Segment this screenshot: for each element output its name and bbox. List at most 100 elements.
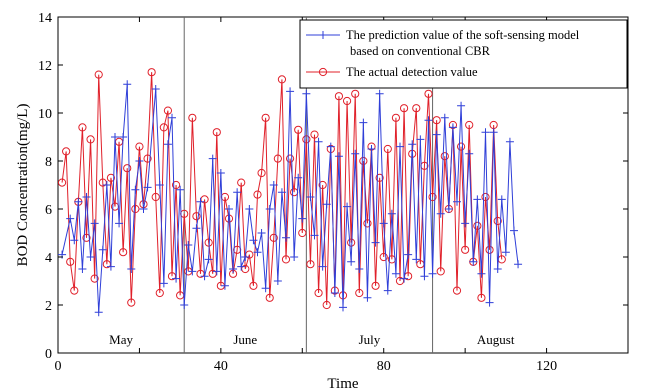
data-point-plus — [111, 133, 119, 141]
data-point-plus — [286, 87, 295, 96]
y-axis-ticks: 0 2 4 6 8 10 12 14 — [38, 11, 628, 362]
data-point-circle — [399, 104, 409, 113]
data-point-plus — [155, 181, 164, 189]
legend-label-prediction-line2: based on conventional CBR — [350, 44, 491, 58]
data-point-plus — [448, 123, 457, 132]
y-tick-label: 6 — [45, 203, 52, 218]
data-point-circle — [135, 142, 144, 151]
data-point-plus — [469, 257, 478, 266]
data-point-circle — [257, 168, 266, 178]
data-point-circle — [485, 245, 494, 254]
data-point-circle — [294, 125, 303, 134]
data-point-plus — [131, 185, 140, 194]
data-point-plus — [119, 133, 128, 141]
data-point-circle — [237, 178, 246, 187]
data-point-plus — [196, 197, 205, 206]
data-point-plus — [404, 250, 413, 259]
data-point-circle — [171, 180, 181, 190]
y-tick-label: 10 — [38, 107, 52, 122]
data-point-circle — [269, 233, 278, 242]
data-point-circle — [159, 123, 168, 132]
data-point-plus — [505, 137, 514, 146]
data-point-plus — [229, 265, 238, 273]
data-point-circle — [314, 288, 323, 298]
data-point-circle — [375, 173, 384, 182]
data-point-plus — [314, 137, 323, 146]
legend-box — [299, 19, 628, 89]
data-point-plus — [90, 219, 99, 228]
data-point-circle — [253, 190, 262, 199]
data-point-circle — [481, 192, 490, 202]
data-point-plus — [497, 195, 506, 204]
data-point-circle — [273, 154, 282, 163]
data-point-circle — [347, 238, 356, 247]
data-point-plus — [306, 193, 315, 201]
data-point-circle — [212, 128, 221, 137]
data-point-plus — [74, 197, 83, 206]
data-point-plus — [98, 245, 107, 254]
data-point-plus — [245, 205, 254, 213]
data-point-circle — [151, 192, 160, 202]
data-point-plus — [253, 248, 262, 257]
data-point-plus — [261, 284, 270, 293]
data-point-plus — [208, 154, 217, 163]
data-point-circle — [298, 228, 307, 238]
data-point-circle — [359, 156, 368, 166]
data-point-plus — [485, 298, 494, 307]
data-point-circle — [192, 212, 201, 221]
data-point-circle — [302, 135, 311, 144]
data-point-circle — [465, 120, 474, 130]
data-point-plus — [241, 253, 250, 261]
x-axis-title: Time — [327, 376, 358, 392]
data-point-plus — [200, 272, 209, 281]
data-point-circle — [461, 245, 470, 254]
data-point-plus — [143, 183, 152, 192]
data-point-plus — [212, 267, 221, 276]
data-point-circle — [473, 221, 482, 230]
data-point-plus — [493, 265, 502, 273]
data-point-plus — [282, 233, 290, 242]
data-point-plus — [294, 173, 303, 182]
data-point-circle — [90, 274, 99, 283]
data-point-plus — [489, 128, 498, 137]
data-point-plus — [204, 255, 213, 264]
data-point-circle — [143, 154, 152, 163]
data-point-plus — [310, 231, 319, 240]
data-point-plus — [302, 89, 311, 98]
x-tick-label: 120 — [536, 359, 557, 374]
y-tick-label: 14 — [38, 11, 52, 26]
data-point-plus — [334, 152, 343, 161]
data-point-circle — [477, 293, 486, 302]
data-point-circle — [387, 255, 396, 264]
data-point-plus — [359, 118, 368, 127]
data-point-circle — [147, 68, 156, 77]
data-point-circle — [281, 255, 291, 264]
data-point-plus — [367, 145, 376, 153]
data-point-circle — [127, 298, 136, 307]
month-labels: May June July August — [109, 332, 515, 347]
data-point-circle — [440, 152, 449, 161]
data-point-plus — [440, 113, 449, 122]
data-point-plus — [477, 269, 486, 278]
y-tick-label: 8 — [45, 155, 52, 170]
data-point-circle — [57, 178, 67, 187]
month-label: July — [359, 332, 381, 347]
data-point-plus — [123, 80, 132, 89]
x-tick-label: 0 — [55, 359, 62, 374]
data-point-circle — [106, 173, 116, 182]
y-tick-label: 2 — [45, 299, 52, 314]
data-point-plus — [233, 188, 242, 197]
data-point-circle — [66, 257, 75, 266]
data-point-plus — [172, 274, 181, 283]
legend-label-prediction-line1: The prediction value of the soft-sensing… — [346, 28, 580, 42]
data-point-circle — [249, 281, 258, 290]
data-point-plus — [106, 262, 115, 271]
data-point-plus — [168, 113, 176, 122]
data-point-plus — [139, 205, 148, 213]
data-point-circle — [204, 238, 213, 247]
data-point-circle — [318, 180, 327, 190]
data-point-plus — [387, 209, 396, 218]
data-point-circle — [261, 113, 270, 122]
data-point-plus — [432, 130, 441, 139]
